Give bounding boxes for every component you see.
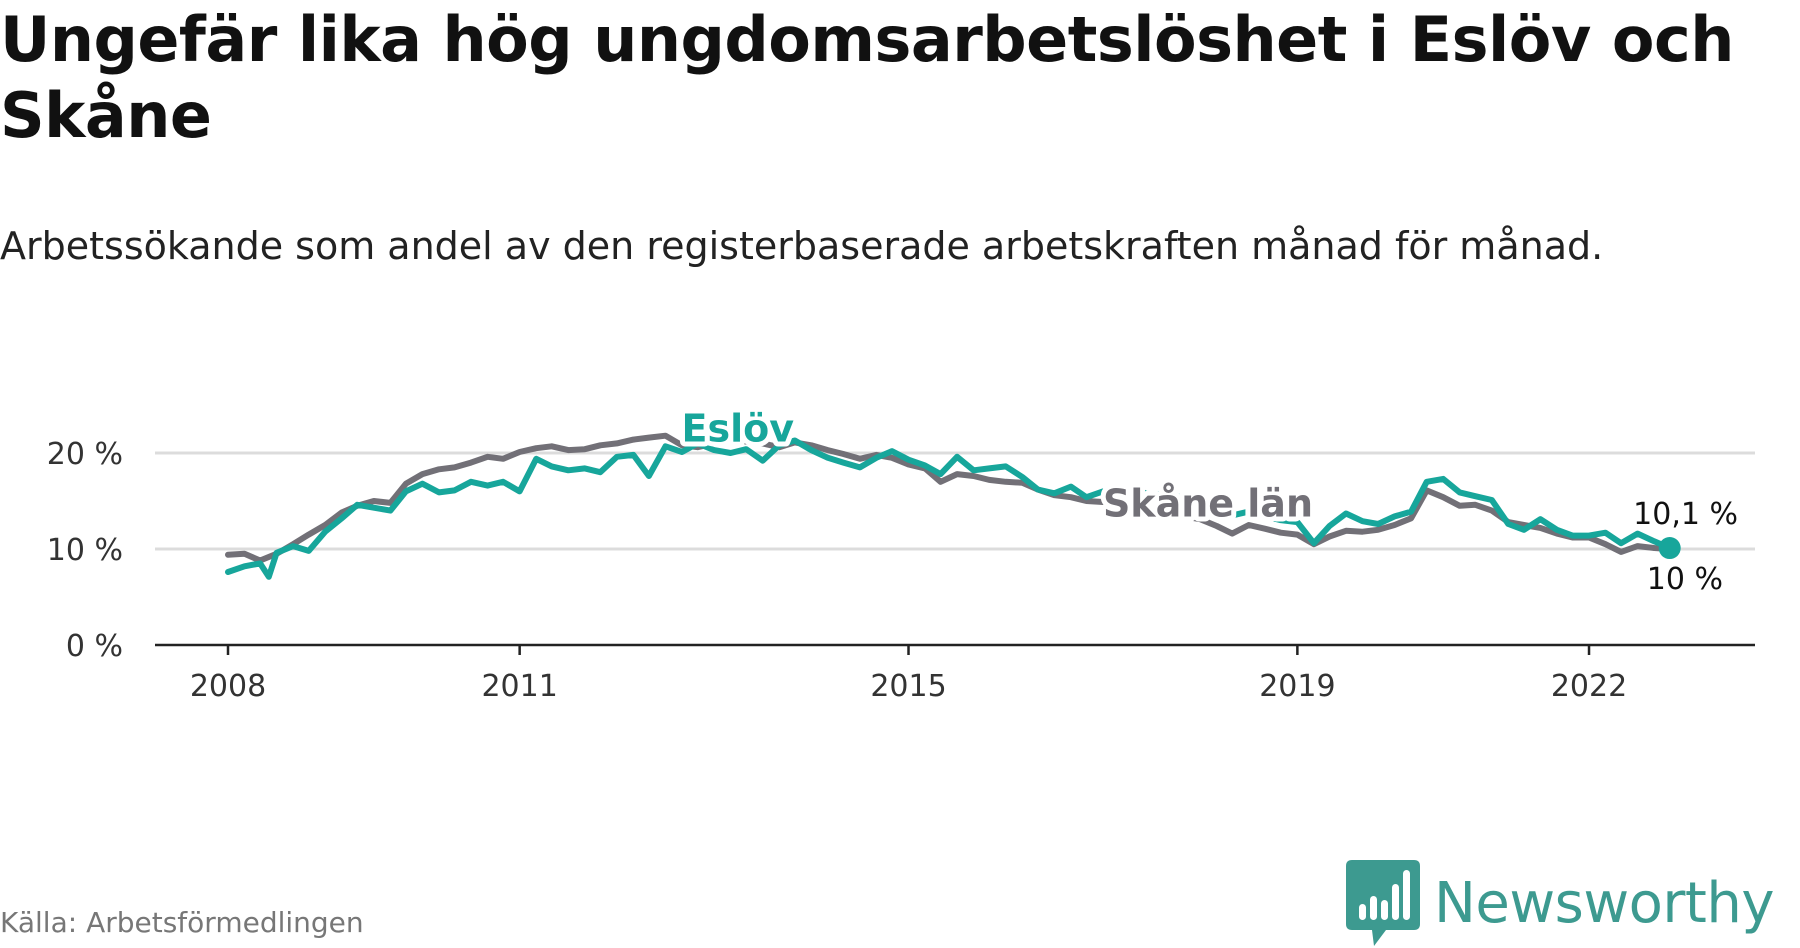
grid-layer bbox=[155, 451, 1755, 551]
y-tick-label: 20 % bbox=[47, 437, 123, 472]
end-point-marker bbox=[1658, 537, 1681, 560]
series-layer bbox=[225, 432, 1673, 580]
chart-title: Ungefär lika hög ungdomsarbetslöshet i E… bbox=[0, 3, 1734, 152]
x-tick-label: 2019 bbox=[1259, 669, 1335, 704]
newsworthy-logo[interactable]: Newsworthy bbox=[1346, 858, 1775, 948]
bar-chart-bubble-icon bbox=[1346, 860, 1420, 946]
series-line-eslöv bbox=[225, 437, 1673, 580]
brand-name: Newsworthy bbox=[1434, 870, 1775, 936]
end-value-label-eslov: 10,1 % bbox=[1633, 497, 1738, 532]
chart-subtitle: Arbetssökande som andel av den registerb… bbox=[0, 224, 1604, 268]
label-layer: Eslöv Skåne län 10,1 % 10 % bbox=[677, 401, 1741, 600]
source-note: Källa: Arbetsförmedlingen bbox=[0, 906, 364, 939]
x-tick-label: 2015 bbox=[870, 669, 946, 704]
x-tick-label: 2008 bbox=[190, 669, 266, 704]
y-tick-label: 10 % bbox=[47, 533, 123, 568]
x-tick-label: 2022 bbox=[1551, 669, 1627, 704]
x-tick-label: 2011 bbox=[481, 669, 557, 704]
series-label-skane: Skåne län bbox=[1103, 481, 1313, 525]
series-line-skåne-län bbox=[225, 432, 1673, 564]
y-tick-label: 0 % bbox=[66, 629, 123, 664]
end-value-label-skane: 10 % bbox=[1647, 562, 1723, 597]
axis-layer: 0 % 10 % 20 % 2008 2011 2015 2019 2022 bbox=[47, 437, 1755, 704]
series-label-eslov: Eslöv bbox=[682, 406, 795, 450]
